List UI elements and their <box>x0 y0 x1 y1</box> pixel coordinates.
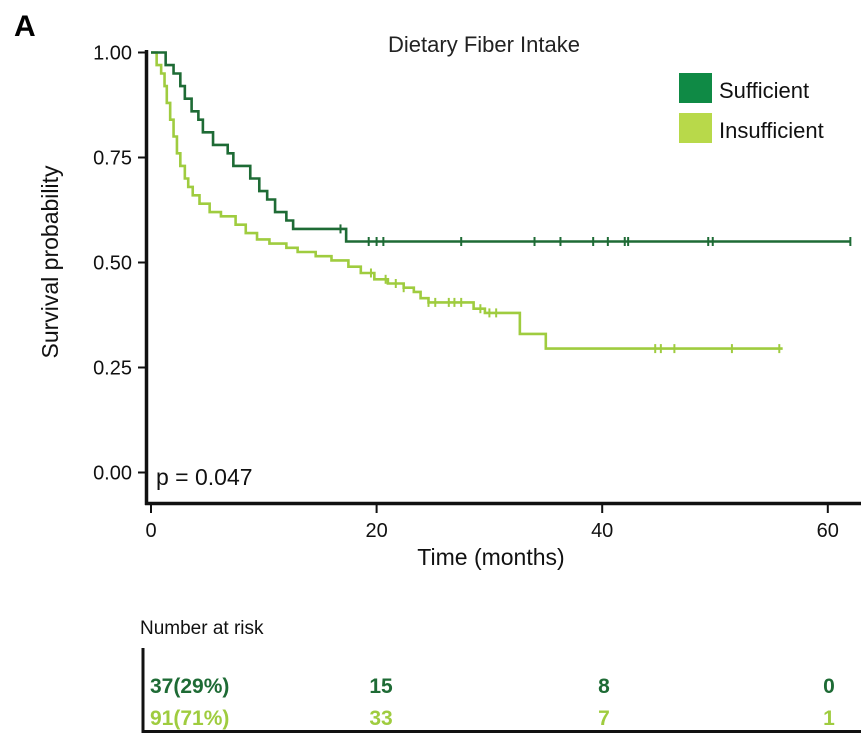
x-tick-label: 20 <box>365 520 387 542</box>
y-tick-label: 0.25 <box>93 358 132 380</box>
risk-cell-insufficient: 1 <box>823 707 835 730</box>
y-axis-ticks: 0.00 0.25 0.50 0.75 1.00 <box>93 43 146 485</box>
chart-title: Dietary Fiber Intake <box>388 32 580 57</box>
series-line-sufficient <box>151 51 851 243</box>
legend-swatch-insufficient <box>679 113 712 143</box>
legend-swatch-sufficient <box>679 73 712 103</box>
x-tick-label: 40 <box>591 520 613 542</box>
x-tick-label: 60 <box>817 520 839 542</box>
p-value-annotation: p = 0.047 <box>156 464 253 490</box>
x-tick-label: 0 <box>145 520 156 542</box>
risk-table: 37(29%) 15 8 0 91(71%) 33 7 1 <box>150 675 835 730</box>
risk-cell-insufficient: 33 <box>369 707 392 730</box>
risk-cell-insufficient: 7 <box>598 707 610 730</box>
risk-cell-sufficient: 37(29%) <box>150 675 229 698</box>
y-tick-label: 0.50 <box>93 253 132 275</box>
y-tick-label: 0.75 <box>93 148 132 170</box>
risk-cell-sufficient: 0 <box>823 675 835 698</box>
risk-cell-sufficient: 8 <box>598 675 610 698</box>
risk-cell-insufficient: 91(71%) <box>150 707 229 730</box>
survival-curves <box>151 51 852 354</box>
y-tick-label: 1.00 <box>93 43 132 65</box>
y-tick-label: 0.00 <box>93 463 132 485</box>
risk-table-title: Number at risk <box>140 618 264 639</box>
x-axis-ticks: 0 20 40 60 <box>145 505 839 542</box>
legend-label-insufficient: Insufficient <box>719 118 824 143</box>
panel-label: A <box>14 10 36 43</box>
risk-cell-sufficient: 15 <box>369 675 393 698</box>
y-axis-label: Survival probability <box>37 165 63 359</box>
series-line-insufficient <box>151 51 783 350</box>
legend: Sufficient Insufficient <box>679 73 824 143</box>
x-axis-label: Time (months) <box>417 544 564 570</box>
legend-label-sufficient: Sufficient <box>719 78 809 103</box>
